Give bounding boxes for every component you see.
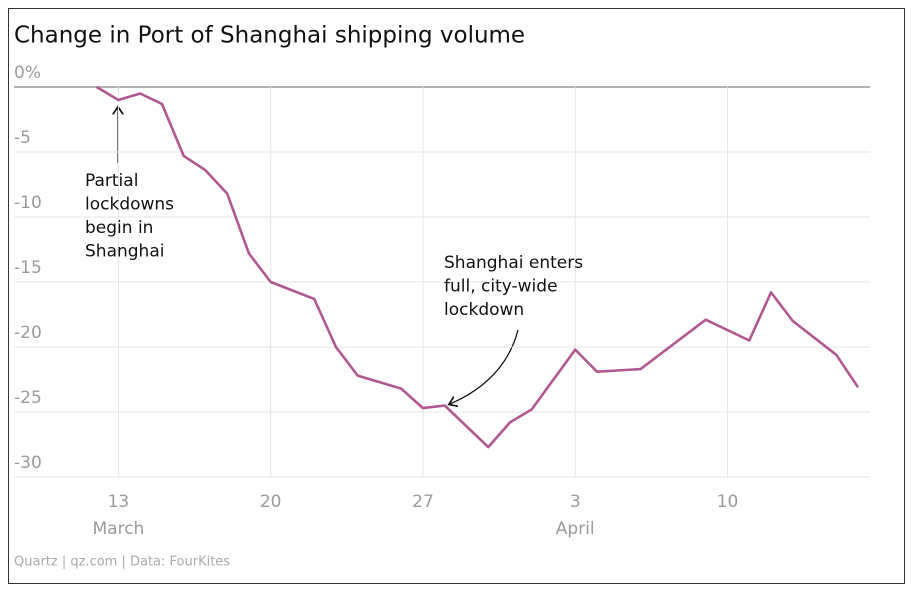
y-tick-label: -10 — [14, 193, 42, 213]
annotation: begin in — [85, 218, 153, 238]
line-series — [95, 85, 860, 449]
y-tick-label: 0% — [14, 63, 41, 83]
annotation: full, city-wide — [444, 277, 558, 297]
x-tick-label: 20 — [260, 492, 282, 512]
y-tick-label: -5 — [14, 128, 31, 148]
annotation: lockdown — [444, 300, 524, 320]
annotation: Shanghai enters — [444, 253, 583, 273]
y-tick-label: -25 — [14, 388, 42, 408]
x-tick-label: 27 — [412, 492, 434, 512]
arrow — [450, 329, 519, 404]
annotation: Shanghai — [85, 242, 164, 262]
month-label: March — [93, 519, 145, 539]
annotation: Partial — [85, 171, 138, 191]
y-tick-label: -15 — [14, 258, 42, 278]
chart-title: Change in Port of Shanghai shipping volu… — [14, 23, 525, 49]
x-tick-label: 3 — [570, 492, 581, 512]
y-tick-label: -20 — [14, 323, 42, 343]
month-label: April — [556, 519, 595, 539]
x-tick-label: 13 — [108, 492, 130, 512]
frame — [8, 8, 905, 584]
annotation: lockdowns — [85, 195, 174, 215]
source: Quartz | qz.com | Data: FourKites — [14, 555, 230, 570]
y-tick-label: -30 — [14, 453, 42, 473]
x-tick-label: 10 — [717, 492, 739, 512]
